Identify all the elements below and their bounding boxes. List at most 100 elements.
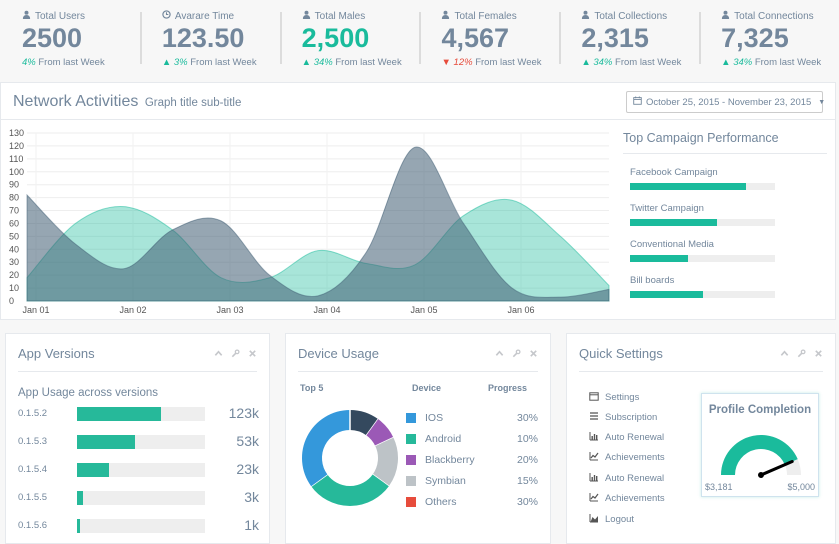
column-header-device: Device	[412, 383, 442, 393]
close-icon[interactable]	[814, 349, 823, 358]
y-tick-label: 30	[9, 257, 19, 267]
version-bar	[77, 407, 205, 421]
quick-setting-subscription[interactable]: Subscription	[589, 411, 657, 424]
stat-title: Total Collections	[594, 10, 668, 22]
version-value: 123k	[228, 405, 259, 421]
quick-setting-achievements[interactable]: Achievements	[589, 492, 665, 505]
version-bar	[77, 491, 205, 505]
quick-setting-achievements[interactable]: Achievements	[589, 451, 665, 464]
chevron-up-icon[interactable]	[780, 349, 789, 358]
stat-value: 7,325	[721, 23, 789, 53]
stat-total-collections: Total Collections 2,315 ▲ 34% From last …	[559, 0, 699, 78]
y-tick-label: 130	[9, 128, 24, 138]
version-label: 0.1.5.6	[18, 520, 48, 531]
gauge-max: $5,000	[787, 482, 815, 492]
version-value: 23k	[236, 461, 259, 477]
y-tick-label: 100	[9, 167, 24, 177]
network-title: Network Activities	[13, 93, 139, 110]
version-bar-fill	[77, 519, 80, 533]
close-icon[interactable]	[248, 349, 257, 358]
wrench-icon[interactable]	[512, 349, 521, 358]
device-legend-item: Symbian 15%	[406, 475, 538, 489]
y-tick-label: 50	[9, 231, 19, 241]
stat-value: 2500	[22, 23, 83, 53]
top-campaign-performance: Top Campaign Performance Facebook Campai…	[623, 131, 827, 298]
donut-separator	[374, 436, 395, 448]
stat-change-suffix: From last Week	[475, 57, 542, 68]
version-label: 0.1.5.3	[18, 436, 48, 447]
divider	[1, 119, 835, 120]
date-range-text: October 25, 2015 - November 23, 2015	[646, 96, 812, 108]
stat-value: 123.50	[161, 23, 245, 53]
profile-completion-card: Profile Completion $3,181 $5,000	[701, 393, 819, 497]
version-row: 0.1.5.3 53k	[18, 433, 263, 449]
stat-change: 34%	[733, 57, 753, 68]
version-label: 0.1.5.4	[18, 464, 48, 475]
arrow-up-icon: ▲	[301, 57, 312, 68]
device-legend-item: IOS 30%	[406, 412, 538, 426]
panel-title: Quick Settings	[579, 346, 663, 361]
quick-setting-auto-renewal[interactable]: Auto Renewal	[589, 431, 664, 444]
stat-change-suffix: From last Week	[335, 57, 402, 68]
chevron-up-icon[interactable]	[495, 349, 504, 358]
profile-completion-gauge	[721, 435, 801, 478]
donut-separator	[309, 473, 329, 488]
wrench-icon[interactable]	[797, 349, 806, 358]
panel-heading: App Versions	[18, 346, 257, 372]
stat-value: 2,315	[581, 23, 649, 53]
stat-total-females: Total Females 4,567 ▼ 12% From last Week	[419, 0, 559, 78]
panel-title: App Versions	[18, 346, 95, 361]
gauge-fill	[721, 435, 798, 475]
clock-icon	[162, 10, 171, 22]
stat-total-connections: Total Connections 7,325 ▲ 34% From last …	[699, 0, 839, 78]
arrow-up-icon: ▲	[581, 57, 591, 68]
donut-slice-android	[311, 473, 389, 506]
quick-setting-label: Auto Renewal	[605, 432, 665, 443]
version-bar	[77, 435, 205, 449]
stat-change: 4%	[22, 57, 36, 68]
campaign-label: Bill boards	[630, 275, 675, 286]
legend-swatch	[406, 455, 416, 465]
date-range-picker[interactable]: October 25, 2015 - November 23, 2015 ▼	[626, 91, 825, 113]
close-icon[interactable]	[529, 349, 538, 358]
donut-slice-blackberry	[365, 419, 394, 447]
bar-chart-icon	[589, 431, 599, 444]
version-bar-fill	[77, 435, 135, 449]
campaign-item: Bill boards	[630, 275, 827, 298]
app-usage-subtitle: App Usage across versions	[18, 387, 158, 399]
user-icon	[22, 10, 31, 22]
quick-setting-label: Logout	[605, 514, 635, 525]
stat-title: Total Males	[314, 10, 366, 22]
stat-change-suffix: From last Week	[190, 57, 257, 68]
user-icon	[302, 10, 311, 22]
y-tick-label: 90	[9, 180, 19, 190]
column-header-top: Top 5	[300, 383, 324, 393]
device-usage-panel: Device Usage Top 5 Device Progress IOS 3…	[285, 333, 551, 544]
quick-setting-logout[interactable]: Logout	[589, 513, 634, 526]
campaign-progress	[630, 255, 775, 262]
column-header-progress: Progress	[488, 383, 528, 393]
y-tick-label: 0	[9, 296, 14, 306]
user-icon	[441, 10, 450, 22]
stat-change: 34%	[593, 57, 613, 68]
device-pct: 10%	[516, 433, 538, 445]
campaign-label: Twitter Campaign	[630, 203, 704, 214]
x-tick-label: Jan 01	[22, 305, 49, 315]
campaign-title: Top Campaign Performance	[623, 131, 827, 154]
y-tick-label: 60	[9, 218, 19, 228]
quick-setting-auto-renewal[interactable]: Auto Renewal	[589, 472, 664, 485]
y-tick-label: 110	[9, 154, 23, 164]
stat-change-suffix: From last Week	[615, 57, 682, 68]
x-tick-label: Jan 06	[507, 305, 534, 315]
legend-swatch	[406, 413, 416, 423]
network-activities-panel: Network Activities Graph title sub-title…	[0, 82, 836, 320]
chevron-up-icon[interactable]	[214, 349, 223, 358]
quick-setting-settings[interactable]: Settings	[589, 391, 639, 404]
campaign-progress	[630, 291, 775, 298]
campaign-item: Facebook Campaign	[630, 167, 827, 190]
stat-value: 2,500	[301, 23, 370, 53]
version-value: 3k	[244, 489, 259, 505]
quick-setting-label: Settings	[605, 392, 640, 403]
wrench-icon[interactable]	[231, 349, 240, 358]
version-row: 0.1.5.6 1k	[18, 517, 263, 533]
